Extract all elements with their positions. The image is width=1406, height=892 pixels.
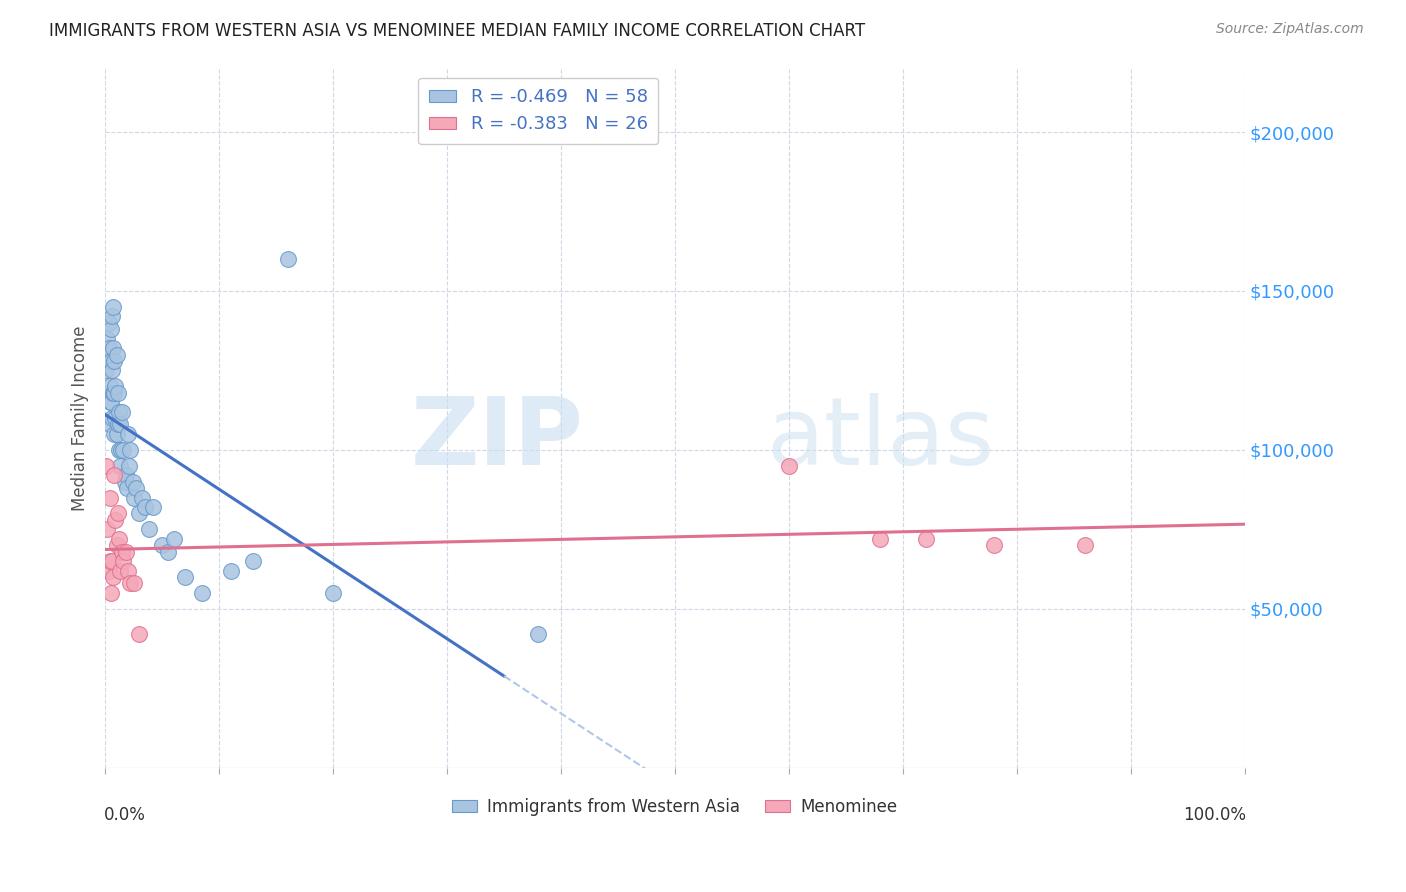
Point (104, 379, 127, 393)
Point (112, 554, 135, 568)
Text: atlas: atlas (766, 393, 994, 485)
Point (150, 538, 173, 552)
Point (96, 522, 118, 536)
Point (111, 544, 134, 558)
Point (101, 554, 124, 568)
Point (104, 513, 127, 527)
Point (117, 564, 139, 578)
Point (105, 538, 128, 552)
Point (128, 507, 150, 521)
Point (121, 475, 143, 489)
Legend: Immigrants from Western Asia, Menominee: Immigrants from Western Asia, Menominee (446, 791, 904, 822)
Point (101, 310, 124, 324)
Point (97, 564, 120, 578)
Point (131, 491, 153, 505)
Point (103, 570, 125, 584)
Point (108, 532, 131, 546)
Point (120, 576, 142, 591)
Point (122, 491, 145, 505)
Point (114, 475, 136, 489)
Text: ZIP: ZIP (411, 393, 583, 485)
Point (125, 481, 148, 495)
Point (138, 522, 160, 536)
Point (98, 379, 121, 393)
Point (98, 491, 121, 505)
Point (107, 385, 129, 400)
Point (96, 458, 118, 473)
Point (242, 554, 264, 568)
Point (114, 468, 136, 483)
Point (120, 442, 142, 457)
Text: 0.0%: 0.0% (104, 806, 146, 824)
Point (174, 570, 197, 584)
Point (112, 442, 135, 457)
Point (103, 427, 125, 442)
Point (914, 532, 936, 546)
Point (105, 347, 128, 361)
Point (108, 442, 131, 457)
Point (1074, 538, 1097, 552)
Point (110, 442, 132, 457)
Point (103, 385, 125, 400)
Point (98, 554, 121, 568)
Point (114, 544, 136, 558)
Point (162, 532, 184, 546)
Point (778, 458, 800, 473)
Point (97, 385, 120, 400)
Point (108, 405, 131, 419)
Point (100, 354, 122, 368)
Text: Source: ZipAtlas.com: Source: ZipAtlas.com (1216, 22, 1364, 37)
Point (105, 427, 128, 442)
Point (983, 538, 1005, 552)
Point (156, 544, 179, 558)
Point (142, 500, 165, 514)
Point (103, 468, 125, 483)
Point (117, 427, 139, 442)
Point (107, 507, 129, 521)
Point (277, 252, 299, 267)
Point (322, 586, 344, 600)
Point (527, 627, 550, 641)
Point (108, 417, 131, 432)
Point (122, 576, 145, 591)
Point (111, 405, 134, 419)
Point (115, 481, 138, 495)
Point (108, 564, 131, 578)
Point (100, 586, 122, 600)
Point (96, 332, 118, 346)
Point (101, 363, 124, 377)
Point (103, 341, 125, 355)
Point (219, 564, 242, 578)
Point (104, 411, 127, 425)
Point (100, 322, 122, 336)
Point (103, 385, 125, 400)
Point (97, 341, 120, 355)
Y-axis label: Median Family Income: Median Family Income (72, 326, 89, 511)
Point (101, 411, 124, 425)
Point (98, 417, 121, 432)
Point (869, 532, 891, 546)
Point (107, 417, 129, 432)
Point (96, 347, 118, 361)
Point (96, 363, 118, 377)
Point (98, 395, 121, 409)
Point (103, 354, 125, 368)
Point (134, 500, 156, 514)
Point (108, 458, 131, 473)
Text: 100.0%: 100.0% (1182, 806, 1246, 824)
Point (97, 316, 120, 330)
Point (100, 395, 122, 409)
Text: IMMIGRANTS FROM WESTERN ASIA VS MENOMINEE MEDIAN FAMILY INCOME CORRELATION CHART: IMMIGRANTS FROM WESTERN ASIA VS MENOMINE… (49, 22, 865, 40)
Point (191, 586, 214, 600)
Point (118, 458, 141, 473)
Point (103, 300, 125, 314)
Point (128, 627, 150, 641)
